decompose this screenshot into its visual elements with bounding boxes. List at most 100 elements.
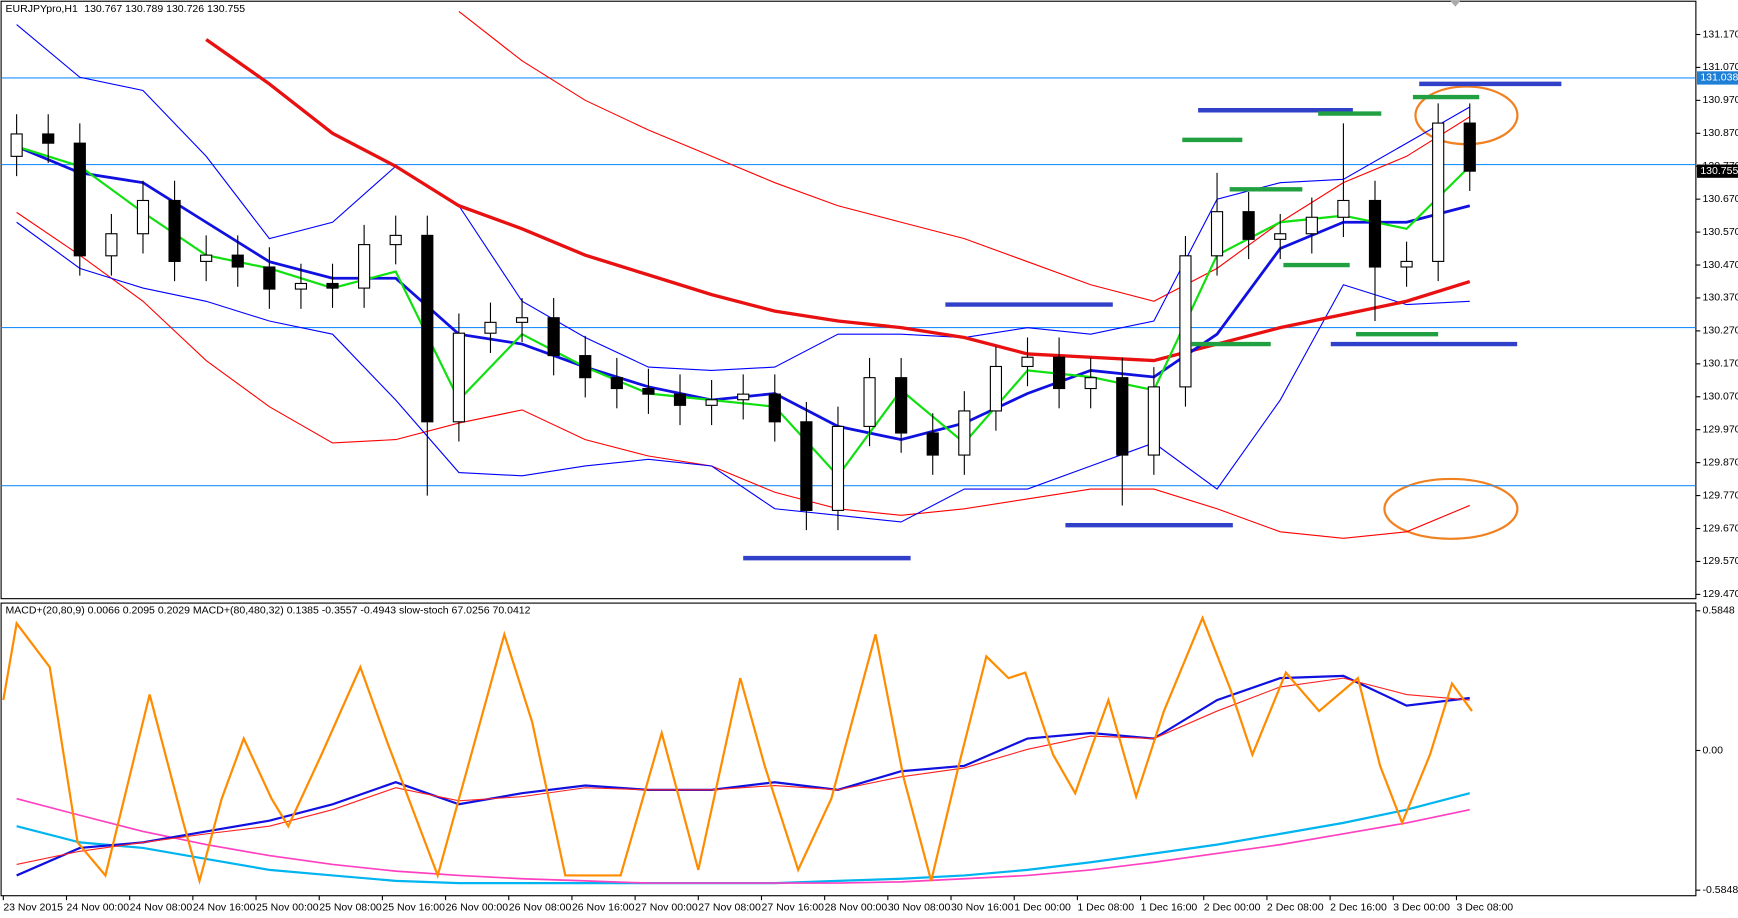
x-tick-label: 23 Nov 2015 [3,902,63,914]
indicator-plot [2,614,1473,886]
candle-body [1337,199,1350,218]
candle-body [642,387,655,395]
candle-body [1305,216,1318,235]
candle-body [1179,255,1192,388]
y-tick-label: 130.670 [1703,193,1738,205]
price-tag-label: 130.755 [1700,165,1738,177]
symbol-title: EURJPYpro,H1 [6,3,78,15]
candle-body [1021,356,1034,368]
candle-body [1274,233,1287,240]
indicator-line [16,211,1470,539]
y-tick-label: 130.570 [1703,226,1738,238]
indicator-line [16,24,1471,371]
x-tick-label: 24 Nov 08:00 [130,902,193,914]
y-tick-label: 130.170 [1703,358,1738,370]
indicator-title: MACD+(20,80,9) 0.0066 0.2095 0.2029 MACD… [6,605,531,617]
x-tick-label: 25 Nov 00:00 [256,902,319,914]
indicator-line [2,614,1473,886]
candle-body [1242,211,1255,240]
indicator-line [458,10,1471,302]
candle-body [926,432,939,456]
x-tick-label: 28 Nov 00:00 [825,902,888,914]
candle-body [737,393,750,401]
candle-body [231,254,244,268]
y-tick-label: 129.570 [1703,555,1738,567]
candle-body [800,421,813,511]
y-tick-label: 0.00 [1703,744,1724,756]
candle-body [1147,386,1160,456]
x-tick-label: 26 Nov 00:00 [446,902,509,914]
x-tick-label: 27 Nov 16:00 [761,902,824,914]
x-tick-label: 3 Dec 08:00 [1456,902,1513,914]
y-tick-label: 129.870 [1703,456,1738,468]
candle-body [1432,122,1445,262]
y-tick-label: 130.370 [1703,292,1738,304]
y-tick-label: 129.670 [1703,522,1738,534]
candle-body [515,317,529,323]
candle-body [895,377,908,434]
y-tick-label: 131.170 [1703,28,1738,40]
y-tick-label: 129.770 [1703,489,1738,501]
x-tick-label: 1 Dec 08:00 [1077,902,1134,914]
price-tag [1696,71,1738,85]
candle-body [610,377,623,390]
x-tick-label: 2 Dec 00:00 [1204,902,1261,914]
candle-body [1368,199,1382,268]
candle-body [326,282,339,289]
y-tick-label: 131.070 [1703,61,1738,73]
x-tick-label: 30 Nov 16:00 [951,902,1014,914]
candle-body [10,133,23,157]
candle-body [421,234,434,423]
candle-body [1210,211,1224,257]
y-tick-label: 0.5848 [1703,605,1735,617]
x-tick-label: 27 Nov 08:00 [698,902,761,914]
y-tick-label: 129.970 [1703,423,1738,435]
main-pane [0,0,1697,600]
candle-body [452,332,465,423]
candle-body [1052,356,1066,390]
y-tick-label: 130.070 [1703,391,1738,403]
indicator-line [16,797,1470,884]
x-tick-label: 2 Dec 08:00 [1267,902,1324,914]
x-tick-label: 1 Dec 16:00 [1141,902,1198,914]
x-tick-label: 1 Dec 00:00 [1014,902,1071,914]
indicator-pane [0,602,1697,897]
candle-body [1463,122,1476,172]
x-tick-label: 26 Nov 08:00 [509,902,572,914]
x-tick-label: 25 Nov 16:00 [382,902,445,914]
y-tick-label: 129.470 [1703,588,1738,600]
price-tag-label: 131.038 [1700,72,1738,84]
candle-body [484,321,497,334]
candle-body [1400,260,1413,268]
candle-body [105,233,118,257]
x-tick-label: 30 Nov 08:00 [888,902,951,914]
y-tick-label: 130.970 [1703,94,1738,106]
x-tick-label: 26 Nov 16:00 [572,902,635,914]
candle-body [547,317,560,357]
x-tick-label: 27 Nov 00:00 [635,902,698,914]
candle-body [136,199,150,235]
price-plot [1,10,1696,561]
indicator-line [16,677,1470,866]
price-tag [1696,164,1738,178]
candle-body [263,266,276,290]
x-tick-label: 3 Dec 00:00 [1393,902,1450,914]
y-tick-label: -0.5848 [1703,884,1738,896]
x-tick-label: 24 Nov 16:00 [193,902,256,914]
x-tick-label: 2 Dec 16:00 [1330,902,1387,914]
candle-body [673,393,687,406]
indicator-line [16,221,1470,523]
candle-body [358,244,371,289]
axes: 129.470 129.570 129.670 129.770 129.870 129.9… [2,28,1738,914]
ohlc-values: 130.767 130.789 130.726 130.755 [84,3,245,15]
candle-body [958,410,971,456]
x-tick-label: 25 Nov 08:00 [319,902,382,914]
candle-body [168,199,181,262]
candle-body [294,282,308,290]
y-tick-label: 130.470 [1703,259,1738,271]
candle-body [705,399,718,406]
y-tick-label: 130.870 [1703,127,1738,139]
candle-body [42,133,55,144]
